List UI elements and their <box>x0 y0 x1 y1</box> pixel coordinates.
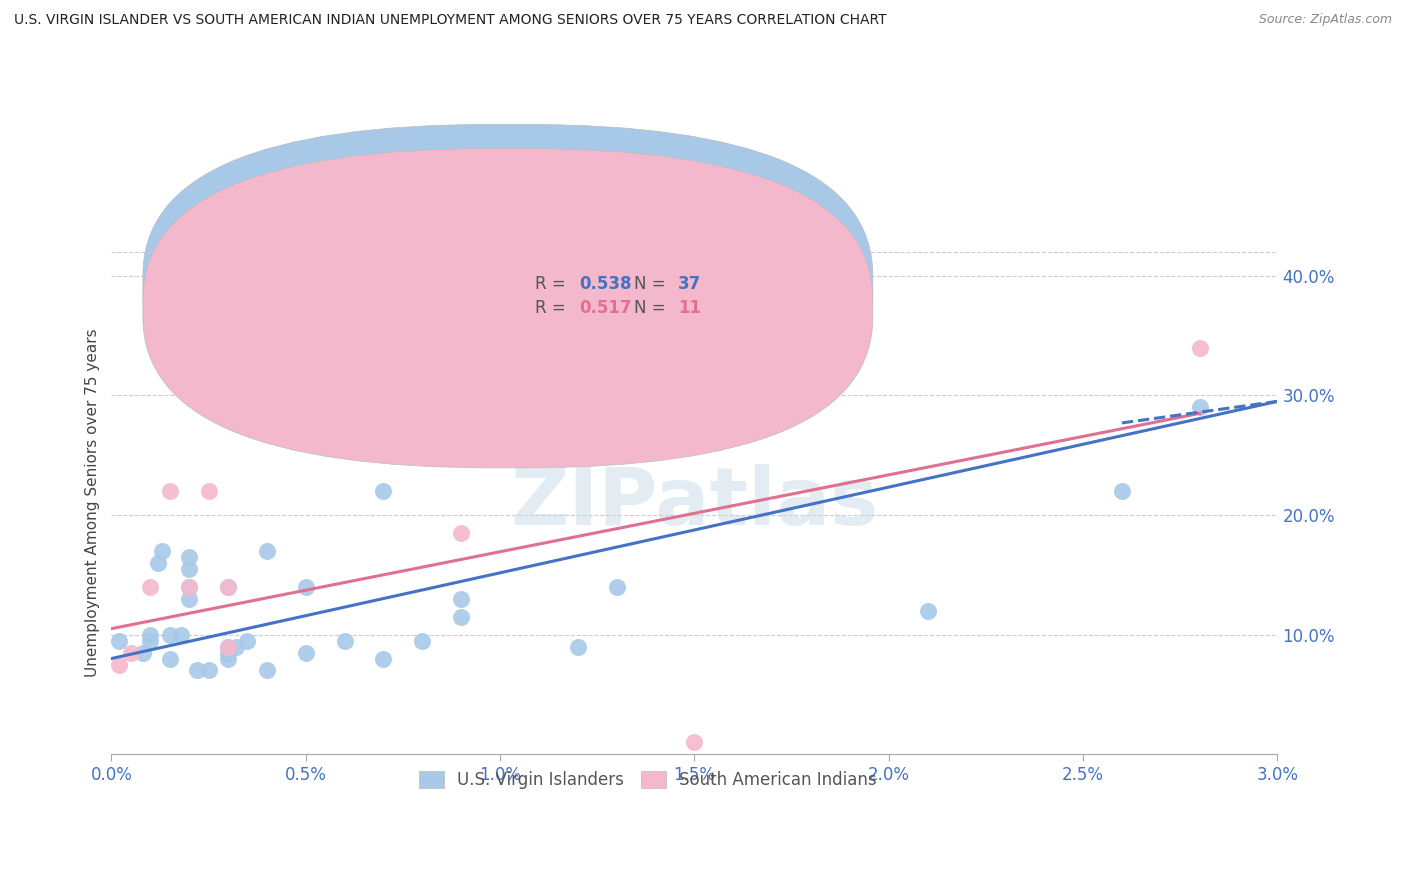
Point <box>217 640 239 654</box>
Point <box>236 633 259 648</box>
Point <box>139 633 162 648</box>
FancyBboxPatch shape <box>143 148 873 468</box>
Point <box>294 646 316 660</box>
Text: 37: 37 <box>678 275 702 293</box>
Point <box>179 562 201 576</box>
Text: R =: R = <box>534 275 571 293</box>
Point <box>197 664 219 678</box>
Point <box>159 484 181 499</box>
Point <box>450 591 472 606</box>
Point <box>294 580 316 594</box>
Point <box>333 633 356 648</box>
Point <box>217 580 239 594</box>
Point <box>120 646 142 660</box>
Point <box>179 580 201 594</box>
Point <box>683 436 706 450</box>
Point <box>159 651 181 665</box>
Text: 11: 11 <box>678 299 702 318</box>
Point <box>373 651 395 665</box>
FancyBboxPatch shape <box>478 267 735 325</box>
Point <box>186 664 208 678</box>
Text: U.S. VIRGIN ISLANDER VS SOUTH AMERICAN INDIAN UNEMPLOYMENT AMONG SENIORS OVER 75: U.S. VIRGIN ISLANDER VS SOUTH AMERICAN I… <box>14 13 887 28</box>
Point <box>606 580 628 594</box>
FancyBboxPatch shape <box>143 124 873 444</box>
Point <box>411 633 433 648</box>
Point <box>108 633 131 648</box>
Point <box>1188 401 1211 415</box>
Point <box>159 627 181 641</box>
Point <box>108 657 131 672</box>
Point <box>683 735 706 749</box>
Point <box>217 651 239 665</box>
Point <box>139 580 162 594</box>
Text: Source: ZipAtlas.com: Source: ZipAtlas.com <box>1258 13 1392 27</box>
Point <box>146 556 169 570</box>
Point <box>1111 484 1133 499</box>
Text: N =: N = <box>634 299 671 318</box>
Point <box>450 609 472 624</box>
Text: 0.517: 0.517 <box>579 299 631 318</box>
Point <box>170 627 193 641</box>
Legend: U.S. Virgin Islanders, South American Indians: U.S. Virgin Islanders, South American In… <box>412 764 883 796</box>
Point <box>256 664 278 678</box>
Point <box>179 580 201 594</box>
Point <box>450 525 472 540</box>
Point <box>150 544 173 558</box>
Point <box>225 640 247 654</box>
Point <box>373 484 395 499</box>
Point <box>217 646 239 660</box>
Point <box>197 484 219 499</box>
Point <box>1188 341 1211 355</box>
Point <box>139 627 162 641</box>
Text: N =: N = <box>634 275 671 293</box>
Text: R =: R = <box>534 299 571 318</box>
Point <box>179 591 201 606</box>
Point <box>917 604 939 618</box>
Point <box>131 646 153 660</box>
Text: ZIPatlas: ZIPatlas <box>510 464 879 542</box>
Point <box>567 640 589 654</box>
Point <box>217 640 239 654</box>
Y-axis label: Unemployment Among Seniors over 75 years: Unemployment Among Seniors over 75 years <box>86 329 100 677</box>
Point <box>256 544 278 558</box>
Text: 0.538: 0.538 <box>579 275 631 293</box>
Point <box>179 549 201 564</box>
Point <box>217 580 239 594</box>
